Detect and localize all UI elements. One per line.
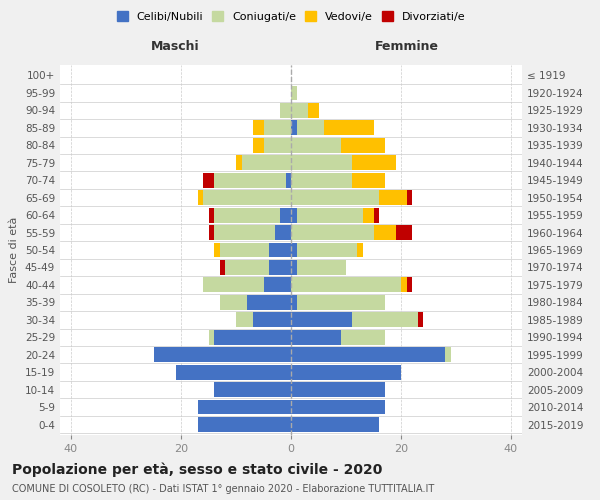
Bar [220,260,225,275]
Bar [291,138,341,152]
Bar [209,225,214,240]
Bar [253,138,263,152]
Bar [308,103,319,118]
Bar [395,225,412,240]
Bar [296,295,385,310]
Bar [214,242,220,258]
Bar [341,138,385,152]
Text: Maschi: Maschi [151,40,200,53]
Bar [418,312,423,327]
Bar [203,190,291,205]
Bar [362,208,373,222]
Bar [269,242,291,258]
Bar [357,242,362,258]
Bar [379,190,407,205]
Bar [214,208,280,222]
Bar [209,330,214,344]
Bar [197,417,291,432]
Bar [291,120,296,135]
Bar [341,330,385,344]
Bar [373,225,395,240]
Text: COMUNE DI COSOLETO (RC) - Dati ISTAT 1° gennaio 2020 - Elaborazione TUTTITALIA.I: COMUNE DI COSOLETO (RC) - Dati ISTAT 1° … [12,484,434,494]
Bar [407,278,412,292]
Bar [291,103,308,118]
Bar [241,156,291,170]
Bar [220,242,269,258]
Bar [291,400,385,414]
Bar [291,208,296,222]
Bar [214,382,291,397]
Bar [291,278,401,292]
Bar [214,330,291,344]
Bar [197,190,203,205]
Bar [214,173,286,188]
Bar [291,312,352,327]
Bar [291,417,379,432]
Bar [291,190,379,205]
Bar [280,208,291,222]
Bar [291,365,401,380]
Bar [291,348,445,362]
Bar [263,120,291,135]
Text: Popolazione per età, sesso e stato civile - 2020: Popolazione per età, sesso e stato civil… [12,462,382,477]
Bar [225,260,269,275]
Bar [247,295,291,310]
Bar [296,120,324,135]
Bar [407,190,412,205]
Bar [296,260,346,275]
Bar [197,400,291,414]
Bar [253,312,291,327]
Bar [275,225,291,240]
Bar [324,120,373,135]
Bar [220,295,247,310]
Bar [291,295,296,310]
Bar [291,156,352,170]
Bar [176,365,291,380]
Bar [280,103,291,118]
Bar [203,278,263,292]
Y-axis label: Fasce di età: Fasce di età [10,217,19,283]
Bar [236,312,253,327]
Bar [253,120,263,135]
Bar [269,260,291,275]
Bar [203,173,214,188]
Bar [352,312,418,327]
Bar [401,278,407,292]
Bar [291,242,296,258]
Bar [373,208,379,222]
Bar [154,348,291,362]
Bar [291,86,296,100]
Bar [209,208,214,222]
Bar [263,138,291,152]
Legend: Celibi/Nubili, Coniugati/e, Vedovi/e, Divorziati/e: Celibi/Nubili, Coniugati/e, Vedovi/e, Di… [113,8,469,25]
Bar [291,173,352,188]
Bar [291,382,385,397]
Bar [214,225,275,240]
Bar [296,242,357,258]
Bar [352,156,395,170]
Bar [445,348,451,362]
Bar [236,156,241,170]
Bar [291,260,296,275]
Text: Femmine: Femmine [374,40,439,53]
Bar [352,173,385,188]
Bar [291,330,341,344]
Bar [286,173,291,188]
Bar [291,225,373,240]
Bar [263,278,291,292]
Bar [296,208,362,222]
